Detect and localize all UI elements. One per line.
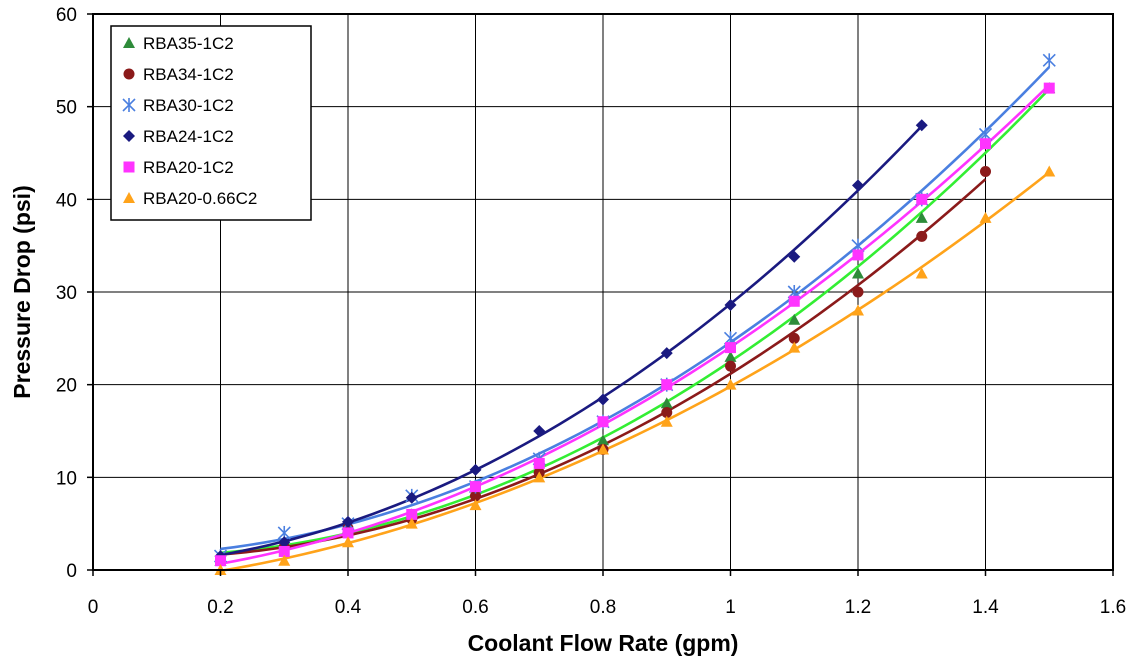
point-rba34-1c2	[788, 332, 800, 344]
point-rba34-1c2	[470, 490, 481, 502]
legend-marker	[123, 130, 135, 142]
point-rba35-1c2	[724, 350, 737, 362]
point-rba20-0-66c2	[278, 554, 291, 566]
trendlines	[220, 66, 1051, 573]
legend-label: RBA24-1C2	[143, 127, 234, 146]
point-rba20-1c2	[661, 379, 673, 391]
point-rba20-1c2	[406, 508, 418, 520]
y-axis-title: Pressure Drop (psi)	[9, 185, 35, 398]
point-rba20-1c2	[1043, 82, 1055, 94]
point-rba20-0-66c2	[724, 378, 737, 390]
point-rba20-0-66c2	[469, 499, 482, 511]
point-rba20-1c2	[215, 555, 226, 567]
y-tick-label: 30	[56, 283, 77, 304]
point-rba20-0-66c2	[788, 341, 801, 353]
x-tick-label: 0.6	[462, 597, 488, 618]
trendline-rba30-1c2	[220, 66, 1051, 551]
x-tick-label: 0.2	[207, 597, 233, 618]
x-tick-label: 1.6	[1100, 597, 1126, 618]
x-tick-label: 0.4	[335, 597, 362, 618]
x-tick-label: 0.8	[590, 597, 616, 618]
legend-marker	[123, 68, 135, 80]
point-rba24-1c2	[469, 463, 482, 476]
point-rba20-0-66c2	[979, 211, 992, 223]
point-rba20-1c2	[278, 545, 290, 557]
x-tick-label: 1.4	[972, 597, 999, 618]
legend-marker	[122, 98, 136, 112]
point-rba20-1c2	[597, 416, 609, 428]
legend-marker	[123, 192, 135, 203]
point-rba20-0-66c2	[852, 304, 864, 316]
point-rba20-1c2	[980, 138, 991, 150]
x-tick-label: 1.2	[845, 597, 871, 618]
point-rba24-1c2	[405, 491, 418, 504]
point-rba34-1c2	[852, 286, 864, 298]
point-rba20-0-66c2	[533, 471, 546, 483]
point-rba24-1c2	[597, 393, 609, 406]
series-rba35-1c2	[214, 82, 1056, 566]
point-rba24-1c2	[660, 347, 673, 360]
point-rba34-1c2	[980, 166, 991, 178]
point-rba20-1c2	[916, 193, 928, 205]
point-rba20-0-66c2	[915, 267, 928, 279]
point-rba20-0-66c2	[1043, 165, 1056, 177]
legend-label: RBA35-1C2	[143, 34, 234, 53]
point-rba34-1c2	[916, 230, 928, 242]
point-rba20-1c2	[788, 295, 800, 307]
legend-label: RBA20-1C2	[143, 158, 234, 177]
point-rba20-0-66c2	[597, 443, 609, 455]
point-rba34-1c2	[661, 406, 673, 418]
point-rba20-0-66c2	[342, 536, 354, 548]
data-markers	[213, 53, 1056, 575]
point-rba20-0-66c2	[660, 415, 673, 427]
point-rba20-1c2	[342, 527, 354, 539]
x-axis-title: Coolant Flow Rate (gpm)	[468, 630, 739, 656]
y-tick-label: 10	[56, 468, 77, 489]
point-rba35-1c2	[597, 434, 609, 446]
point-rba20-1c2	[533, 457, 545, 469]
series-rba30-1c2	[213, 53, 1056, 564]
point-rba20-1c2	[852, 249, 864, 261]
point-rba35-1c2	[660, 397, 673, 409]
point-rba24-1c2	[788, 250, 801, 263]
y-tick-label: 0	[66, 561, 77, 582]
trendline-rba20-1c2	[220, 84, 1051, 566]
legend: RBA35-1C2 RBA34-1C2 RBA30-1C2 RBA24-1C2 RBA2…	[110, 25, 312, 221]
legend-marker	[123, 161, 135, 173]
trendline-rba24-1c2	[220, 125, 923, 557]
point-rba35-1c2	[788, 313, 801, 325]
y-tick-label: 50	[56, 98, 77, 119]
axis-ticks: 0 0.2 0.4 0.6 0.8 1 1.2 1.4 1.6 0 10 20 30 40 50 60	[56, 5, 1126, 618]
point-rba24-1c2	[915, 119, 928, 132]
point-rba24-1c2	[342, 515, 354, 528]
point-rba34-1c2	[725, 360, 736, 372]
point-rba35-1c2	[852, 267, 864, 279]
point-rba24-1c2	[533, 425, 546, 437]
x-tick-label: 1	[725, 597, 736, 618]
point-rba24-1c2	[852, 179, 864, 192]
trendline-rba20-0-66c2	[220, 171, 1051, 573]
legend-label: RBA30-1C2	[143, 96, 234, 115]
legend-box	[110, 25, 312, 221]
y-tick-label: 60	[56, 5, 77, 26]
point-rba20-1c2	[470, 481, 481, 493]
point-rba20-0-66c2	[405, 517, 418, 529]
x-tick-label: 0	[88, 597, 99, 618]
y-tick-label: 20	[56, 376, 77, 397]
legend-label: RBA20-0.66C2	[143, 189, 257, 208]
legend-label: RBA34-1C2	[143, 65, 234, 84]
series-rba20-1c2	[215, 82, 1055, 567]
series-rba24-1c2	[214, 119, 928, 563]
trendline-rba35-1c2	[220, 88, 1051, 555]
point-rba20-1c2	[725, 342, 736, 354]
y-tick-label: 40	[56, 190, 77, 211]
legend-marker	[123, 37, 135, 48]
point-rba30-1c2	[1042, 53, 1056, 68]
point-rba24-1c2	[724, 298, 737, 311]
point-rba35-1c2	[915, 211, 928, 223]
point-rba24-1c2	[278, 536, 291, 549]
